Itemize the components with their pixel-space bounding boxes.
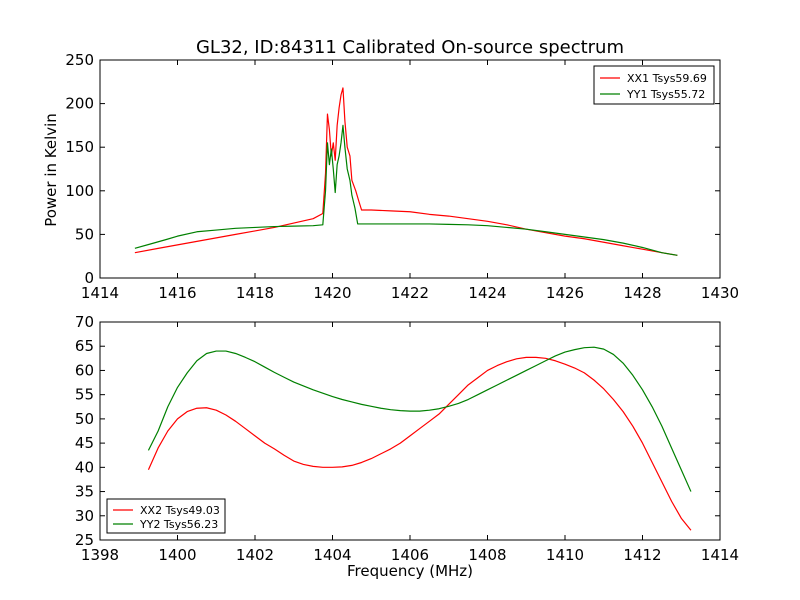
y-tick-label: 35 (75, 483, 94, 501)
series-line-yy1-tsys55-72 (134, 124, 678, 256)
y-tick-label: 200 (65, 95, 94, 113)
y-tick-label: 50 (75, 410, 94, 428)
legend-label: YY2 Tsys56.23 (139, 518, 218, 531)
x-tick-label: 1426 (546, 284, 584, 302)
x-axis-label: Frequency (MHz) (347, 562, 473, 580)
x-tick-label: 1410 (546, 546, 584, 564)
legend-box (593, 65, 715, 105)
x-tick-label: 1402 (236, 546, 274, 564)
y-tick-label: 65 (75, 337, 94, 355)
y-tick-label: 60 (75, 361, 94, 379)
y-tick-label: 250 (65, 51, 94, 69)
y-tick-label: 150 (65, 138, 94, 156)
y-tick-label: 55 (75, 386, 94, 404)
legend-label: YY1 Tsys55.72 (626, 88, 705, 101)
y-tick-label: 40 (75, 458, 94, 476)
legend-label: XX2 Tsys49.03 (140, 504, 220, 517)
y-tick-label: 70 (75, 313, 94, 331)
x-tick-label: 1412 (623, 546, 661, 564)
top-plot: GL32, ID:84311 Calibrated On-source spec… (42, 37, 739, 302)
y-axis-label: Power in Kelvin (42, 113, 60, 227)
x-tick-label: 1430 (701, 284, 739, 302)
x-tick-label: 1414 (81, 284, 119, 302)
x-tick-label: 1404 (313, 546, 351, 564)
x-tick-label: 1428 (623, 284, 661, 302)
x-tick-label: 1416 (158, 284, 196, 302)
x-tick-label: 1422 (391, 284, 429, 302)
y-tick-label: 45 (75, 434, 94, 452)
series-line-yy2-tsys56-23 (147, 346, 692, 492)
bottom-plot: Frequency (MHz) 1398 1400 1402 1404 1406 1408… (75, 313, 739, 580)
x-tick-label: 1420 (313, 284, 351, 302)
y-tick-label: 30 (75, 507, 94, 525)
y-tick-label: 0 (84, 269, 94, 287)
x-tick-label: 1418 (236, 284, 274, 302)
y-tick-label: 100 (65, 182, 94, 200)
x-tick-label: 1398 (81, 546, 119, 564)
legend: XX1 Tsys59.69 YY1 Tsys55.72 (593, 65, 715, 105)
chart-title: GL32, ID:84311 Calibrated On-source spec… (196, 37, 624, 58)
series-line-xx2-tsys49-03 (147, 356, 692, 531)
y-tick-label: 50 (75, 225, 94, 243)
x-tick-label: 1408 (468, 546, 506, 564)
x-tick-label: 1400 (158, 546, 196, 564)
y-tick-label: 25 (75, 531, 94, 549)
x-tick-label: 1406 (391, 546, 429, 564)
x-tick-label: 1424 (468, 284, 506, 302)
legend-label: XX1 Tsys59.69 (627, 72, 707, 85)
legend-box (106, 498, 226, 534)
x-tick-label: 1414 (701, 546, 739, 564)
